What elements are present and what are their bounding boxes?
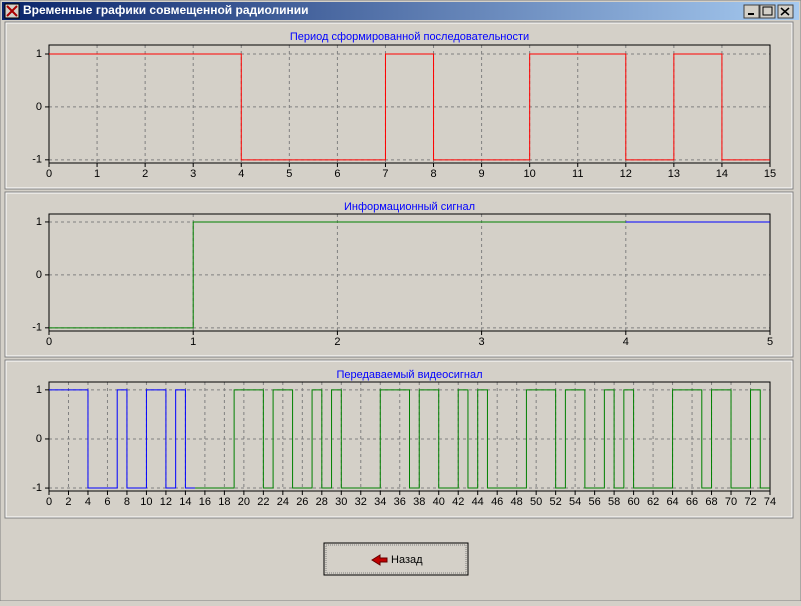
x-tick-label: 10 xyxy=(524,168,536,180)
x-tick-label: 2 xyxy=(334,336,340,348)
y-tick-label: 1 xyxy=(36,216,42,228)
x-tick-label: 3 xyxy=(190,168,196,180)
back-button[interactable] xyxy=(323,542,469,576)
x-tick-label: 12 xyxy=(160,496,172,508)
x-tick-label: 8 xyxy=(124,496,130,508)
window-title: Временные графики совмещенной радиолинии xyxy=(23,3,309,17)
x-tick-label: 14 xyxy=(716,168,728,180)
x-tick-label: 36 xyxy=(394,496,406,508)
x-tick-label: 56 xyxy=(588,496,600,508)
x-tick-label: 2 xyxy=(142,168,148,180)
x-tick-label: 68 xyxy=(705,496,717,508)
back-button-label: Назад xyxy=(391,554,423,566)
x-tick-label: 4 xyxy=(85,496,91,508)
signal-line xyxy=(49,221,626,329)
x-tick-label: 4 xyxy=(623,336,629,348)
y-tick-label: 0 xyxy=(36,101,42,113)
x-tick-label: 74 xyxy=(764,496,776,508)
x-tick-label: 64 xyxy=(666,496,678,508)
chart-panel-highlight xyxy=(5,192,793,357)
y-tick-label: -1 xyxy=(32,322,42,334)
signal-line xyxy=(195,389,770,489)
plot-frame xyxy=(48,381,771,492)
x-tick-label: 5 xyxy=(286,168,292,180)
x-tick-label: 3 xyxy=(479,336,485,348)
back-arrow-icon xyxy=(371,554,388,566)
signal-line xyxy=(49,53,770,161)
x-tick-label: 16 xyxy=(199,496,211,508)
x-tick-label: 44 xyxy=(472,496,484,508)
x-tick-label: 1 xyxy=(190,336,196,348)
x-tick-label: 9 xyxy=(479,168,485,180)
x-tick-label: 26 xyxy=(296,496,308,508)
x-tick-label: 30 xyxy=(335,496,347,508)
plot-frame xyxy=(48,213,771,332)
x-tick-label: 48 xyxy=(511,496,523,508)
x-tick-label: 4 xyxy=(238,168,244,180)
title-bar xyxy=(2,2,799,20)
y-tick-label: 1 xyxy=(36,48,42,60)
x-tick-label: 50 xyxy=(530,496,542,508)
x-tick-label: 66 xyxy=(686,496,698,508)
x-tick-label: 0 xyxy=(46,336,52,348)
x-tick-label: 11 xyxy=(572,168,583,180)
x-tick-label: 24 xyxy=(277,496,289,508)
x-tick-label: 7 xyxy=(382,168,388,180)
x-tick-label: 46 xyxy=(491,496,503,508)
chart-title: Информационный сигнал xyxy=(344,201,475,213)
x-tick-label: 42 xyxy=(452,496,464,508)
y-tick-label: 1 xyxy=(36,384,42,396)
x-tick-label: 58 xyxy=(608,496,620,508)
y-tick-label: -1 xyxy=(32,154,42,166)
x-tick-label: 40 xyxy=(433,496,445,508)
chart-title: Период сформированной последовательности xyxy=(290,31,529,43)
x-tick-label: 13 xyxy=(668,168,680,180)
x-tick-label: 15 xyxy=(764,168,776,180)
x-tick-label: 18 xyxy=(218,496,230,508)
plot-frame xyxy=(48,44,771,164)
button-focus xyxy=(325,544,467,574)
chart-panel-highlight xyxy=(5,360,793,518)
x-tick-label: 72 xyxy=(744,496,756,508)
x-tick-label: 6 xyxy=(334,168,340,180)
close-glyph xyxy=(780,7,790,16)
x-tick-label: 1 xyxy=(94,168,100,180)
x-tick-label: 8 xyxy=(430,168,436,180)
x-tick-label: 2 xyxy=(65,496,71,508)
x-tick-label: 52 xyxy=(550,496,562,508)
x-tick-label: 34 xyxy=(374,496,386,508)
x-tick-label: 70 xyxy=(725,496,737,508)
y-tick-label: 0 xyxy=(36,269,42,281)
x-tick-label: 22 xyxy=(257,496,269,508)
x-tick-label: 28 xyxy=(316,496,328,508)
app-icon-glyph xyxy=(6,5,18,17)
x-tick-label: 54 xyxy=(569,496,581,508)
x-tick-label: 0 xyxy=(46,168,52,180)
minimize-button[interactable] xyxy=(743,4,760,19)
x-tick-label: 38 xyxy=(413,496,425,508)
x-tick-label: 10 xyxy=(140,496,152,508)
x-tick-label: 6 xyxy=(104,496,110,508)
x-tick-label: 14 xyxy=(179,496,191,508)
x-tick-label: 12 xyxy=(620,168,632,180)
maximize-glyph xyxy=(762,6,773,16)
window-buttons xyxy=(743,4,794,19)
chart-panel-highlight xyxy=(5,22,793,189)
x-tick-label: 0 xyxy=(46,496,52,508)
x-tick-label: 20 xyxy=(238,496,250,508)
chart-title: Передаваемый видеосигнал xyxy=(336,369,482,381)
x-tick-label: 60 xyxy=(627,496,639,508)
chart-panel xyxy=(4,21,794,190)
signal-line xyxy=(49,389,196,489)
y-tick-label: 0 xyxy=(36,433,42,445)
x-tick-label: 5 xyxy=(767,336,773,348)
x-tick-label: 62 xyxy=(647,496,659,508)
x-tick-label: 32 xyxy=(355,496,367,508)
y-tick-label: -1 xyxy=(32,482,42,494)
